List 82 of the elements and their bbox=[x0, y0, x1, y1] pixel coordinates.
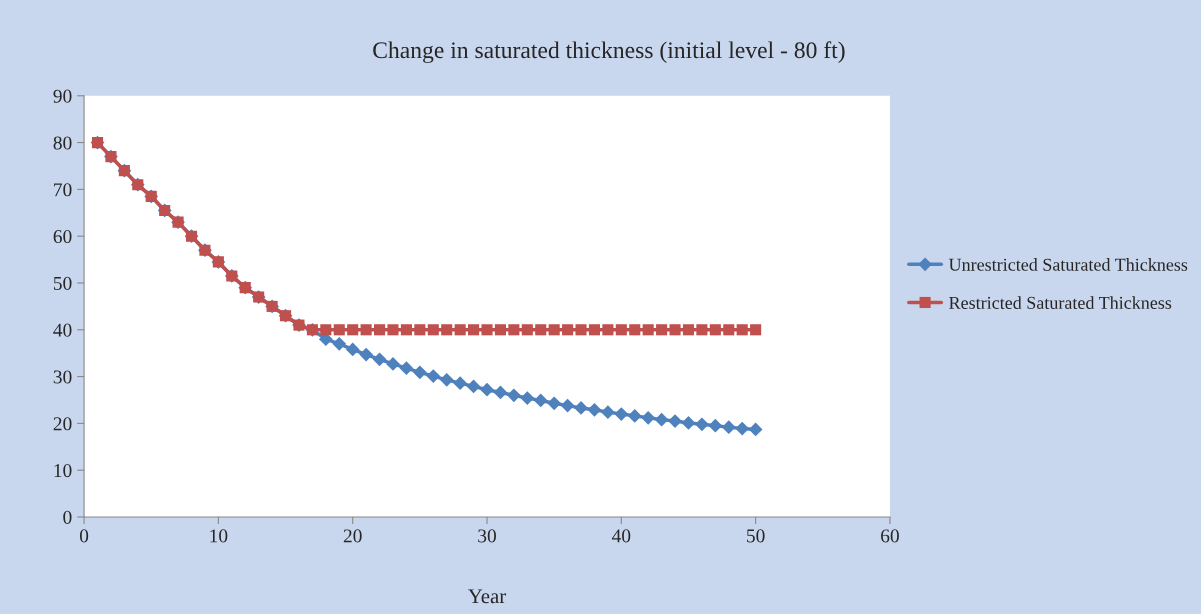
point bbox=[400, 324, 412, 336]
point bbox=[441, 324, 453, 336]
legend-label: Restricted Saturated Thickness bbox=[949, 296, 1172, 309]
point bbox=[654, 412, 669, 427]
point bbox=[494, 324, 506, 336]
y-tick-label: 60 bbox=[53, 230, 72, 244]
point bbox=[629, 324, 641, 336]
y-tick-label: 50 bbox=[53, 276, 72, 290]
point bbox=[508, 324, 520, 336]
point bbox=[481, 324, 493, 336]
point bbox=[575, 324, 587, 336]
point bbox=[748, 422, 763, 437]
point bbox=[656, 324, 668, 336]
point bbox=[466, 379, 481, 394]
point bbox=[560, 398, 575, 413]
point bbox=[453, 376, 468, 391]
point bbox=[535, 324, 547, 336]
point bbox=[723, 324, 735, 336]
point bbox=[359, 347, 373, 362]
y-tick-label: 40 bbox=[53, 323, 72, 337]
legend-label: Unrestricted Saturated Thickness bbox=[948, 258, 1188, 271]
point bbox=[709, 324, 721, 336]
x-tick-label: 50 bbox=[747, 529, 765, 543]
y-tick-label: 80 bbox=[53, 136, 72, 150]
point bbox=[669, 324, 681, 336]
y-tick-label: 10 bbox=[54, 464, 72, 478]
point bbox=[332, 336, 347, 351]
point bbox=[360, 324, 372, 336]
point bbox=[548, 324, 560, 336]
point bbox=[426, 369, 441, 383]
point bbox=[454, 324, 466, 336]
x-tick-label: 30 bbox=[478, 529, 496, 543]
point bbox=[387, 324, 399, 336]
point bbox=[468, 324, 480, 336]
point bbox=[587, 402, 602, 417]
y-tick-label: 70 bbox=[54, 183, 72, 197]
point bbox=[427, 324, 439, 336]
point bbox=[533, 393, 548, 408]
x-tick-label: 40 bbox=[611, 529, 631, 543]
point bbox=[642, 324, 654, 336]
point bbox=[601, 405, 615, 420]
point bbox=[681, 416, 696, 430]
point bbox=[320, 324, 332, 336]
y-tick-label: 90 bbox=[53, 89, 72, 103]
point bbox=[480, 382, 494, 397]
y-tick-label: 30 bbox=[53, 370, 72, 384]
point bbox=[399, 361, 414, 376]
point bbox=[696, 324, 708, 336]
x-tick-label: 20 bbox=[343, 529, 362, 543]
chart-title: Change in saturated thickness (initial level - 80 ft) bbox=[373, 41, 845, 64]
point bbox=[641, 410, 656, 425]
point bbox=[374, 324, 386, 336]
x-tick-label: 60 bbox=[881, 529, 899, 543]
point bbox=[588, 324, 601, 336]
point bbox=[439, 372, 454, 387]
point bbox=[682, 324, 695, 336]
point bbox=[412, 365, 427, 380]
x-tick-label: 0 bbox=[79, 529, 89, 543]
point bbox=[614, 407, 629, 421]
point bbox=[615, 324, 627, 336]
y-tick-label: 0 bbox=[63, 510, 72, 524]
point bbox=[347, 324, 359, 336]
point bbox=[562, 324, 574, 336]
point bbox=[750, 324, 762, 336]
point bbox=[520, 391, 535, 405]
point bbox=[736, 324, 748, 336]
point bbox=[627, 409, 642, 423]
point bbox=[721, 420, 736, 435]
point bbox=[345, 342, 360, 357]
point bbox=[547, 396, 562, 411]
point bbox=[506, 388, 521, 403]
point bbox=[708, 418, 723, 433]
point bbox=[735, 421, 750, 436]
x-tick-label: 10 bbox=[210, 529, 228, 543]
point bbox=[333, 324, 345, 336]
point bbox=[695, 417, 709, 432]
point bbox=[414, 324, 426, 336]
point bbox=[372, 352, 387, 367]
x-axis-title: Year bbox=[468, 589, 507, 604]
y-tick-label: 20 bbox=[53, 417, 72, 431]
point bbox=[521, 324, 533, 336]
point bbox=[602, 324, 614, 336]
